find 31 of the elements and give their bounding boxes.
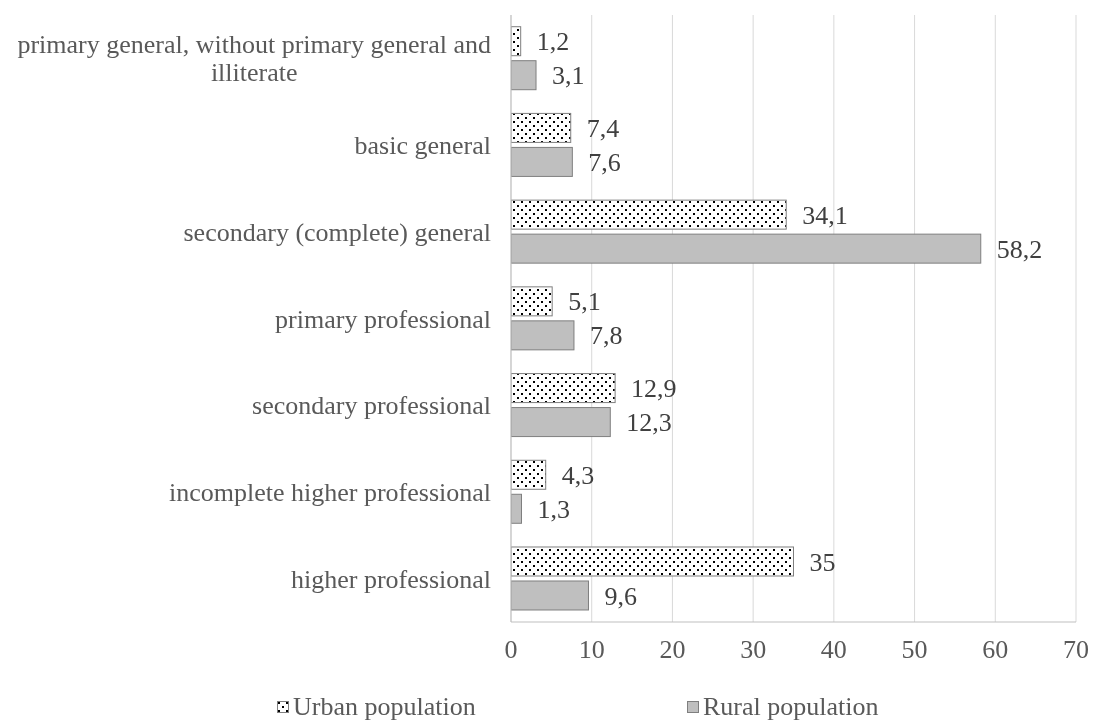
y-tick-label: secondary (complete) general (183, 217, 491, 247)
x-tick-label: 0 (504, 635, 518, 665)
data-label: 7,4 (586, 114, 620, 144)
legend-label: Rural population (703, 692, 879, 722)
data-label: 34,1 (802, 200, 848, 230)
data-label: 12,9 (631, 374, 677, 404)
y-tick-label: primary general, without primary general and illiterate (17, 30, 492, 88)
data-label: 12,3 (626, 408, 672, 438)
x-tick-label: 70 (1063, 635, 1089, 665)
x-tick-label: 10 (578, 635, 605, 665)
data-label: 3,1 (552, 61, 585, 91)
x-tick-label: 50 (901, 635, 928, 665)
x-tick-label: 40 (820, 635, 847, 665)
data-label: 5,1 (568, 287, 601, 317)
data-label: 1,3 (537, 494, 570, 524)
y-tick-label: basic general (354, 131, 492, 161)
y-tick-label: primary professional (275, 304, 491, 334)
data-label: 7,8 (589, 321, 623, 351)
y-tick-label: secondary professional (252, 391, 491, 421)
data-label: 35 (809, 547, 836, 577)
y-tick-label: higher professional (290, 564, 492, 594)
data-label: 9,6 (604, 581, 637, 611)
data-label: 4,3 (561, 460, 595, 490)
data-label: 1,2 (536, 27, 570, 57)
x-tick-label: 60 (982, 635, 1009, 665)
data-label: 58,2 (996, 234, 1043, 264)
y-tick-label: incomplete higher professional (168, 478, 492, 508)
data-label: 7,6 (588, 148, 621, 178)
legend-label: Urban population (293, 692, 476, 722)
x-tick-label: 30 (740, 635, 767, 665)
x-tick-label: 20 (659, 635, 686, 665)
